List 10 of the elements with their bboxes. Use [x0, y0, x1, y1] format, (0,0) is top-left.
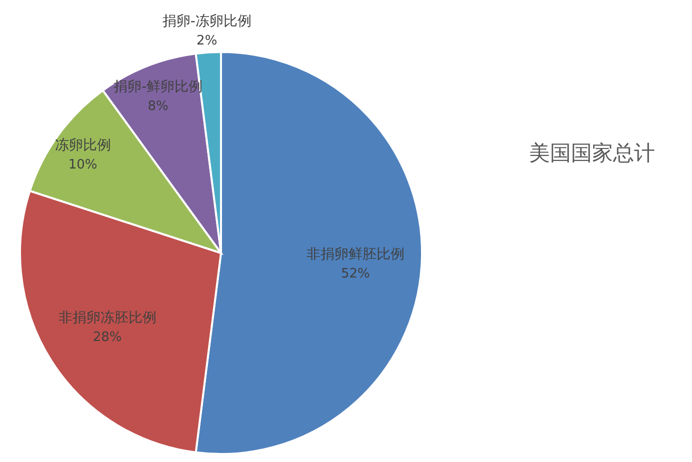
data-label: 28% — [92, 330, 122, 346]
data-label: 2% — [196, 33, 218, 48]
slice-label: 冻卵比例 — [54, 138, 111, 154]
text: 美国国家总计 — [529, 141, 655, 165]
slice-label: 捐卵-冻卵比例 — [162, 13, 252, 30]
slice-label: 非捐卵鲜胚比例 — [306, 246, 404, 262]
slice-label: 非捐卵冻胚比例 — [58, 310, 156, 326]
data-label: 10% — [68, 158, 98, 173]
data-label: 8% — [148, 99, 168, 114]
data-label: 52% — [340, 266, 370, 282]
